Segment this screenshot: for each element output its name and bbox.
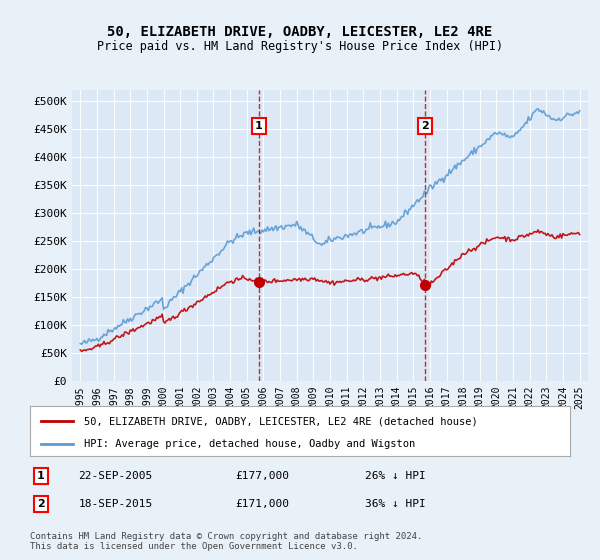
Text: 36% ↓ HPI: 36% ↓ HPI	[365, 499, 425, 509]
Text: 50, ELIZABETH DRIVE, OADBY, LEICESTER, LE2 4RE: 50, ELIZABETH DRIVE, OADBY, LEICESTER, L…	[107, 25, 493, 39]
Text: 26% ↓ HPI: 26% ↓ HPI	[365, 471, 425, 481]
Text: £171,000: £171,000	[235, 499, 289, 509]
Text: 1: 1	[37, 471, 44, 481]
Text: 18-SEP-2015: 18-SEP-2015	[79, 499, 153, 509]
Text: £177,000: £177,000	[235, 471, 289, 481]
Text: 1: 1	[255, 121, 263, 131]
Text: 2: 2	[37, 499, 44, 509]
Text: 50, ELIZABETH DRIVE, OADBY, LEICESTER, LE2 4RE (detached house): 50, ELIZABETH DRIVE, OADBY, LEICESTER, L…	[84, 416, 478, 426]
Text: 22-SEP-2005: 22-SEP-2005	[79, 471, 153, 481]
Text: 2: 2	[421, 121, 429, 131]
Text: Contains HM Land Registry data © Crown copyright and database right 2024.
This d: Contains HM Land Registry data © Crown c…	[30, 532, 422, 552]
Text: HPI: Average price, detached house, Oadby and Wigston: HPI: Average price, detached house, Oadb…	[84, 439, 415, 449]
Text: Price paid vs. HM Land Registry's House Price Index (HPI): Price paid vs. HM Land Registry's House …	[97, 40, 503, 53]
